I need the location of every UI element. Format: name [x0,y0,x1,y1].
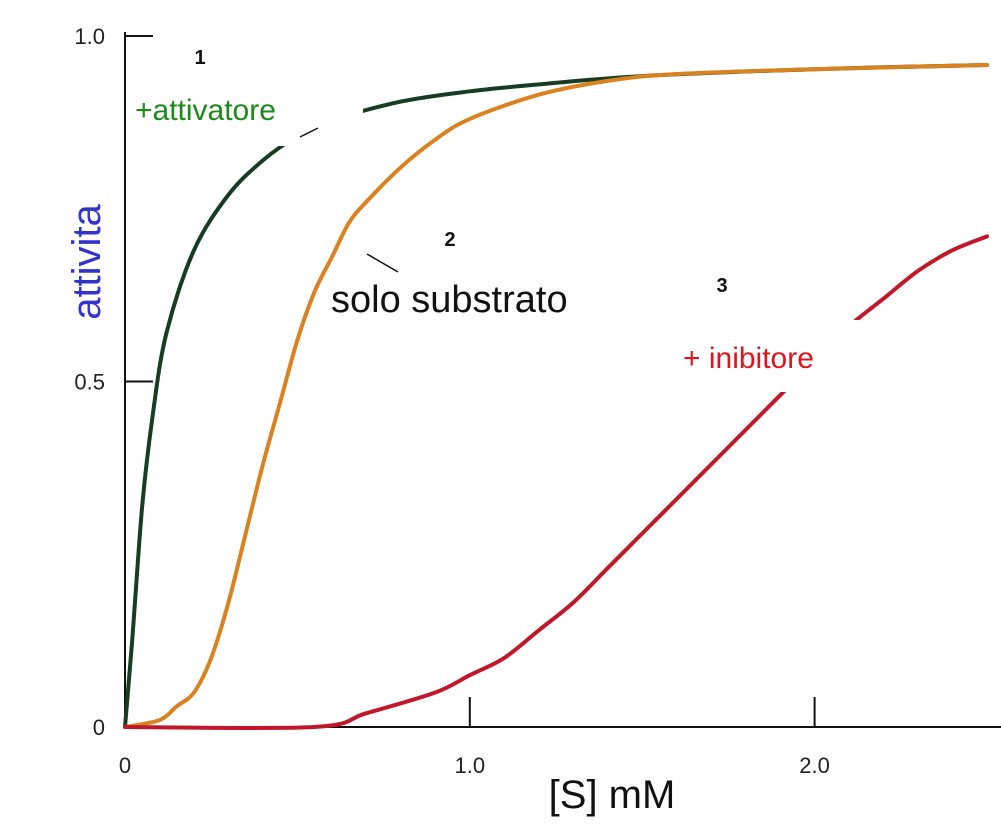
y-tick-label: 0.5 [74,370,105,395]
curves [123,63,989,731]
x-tick-label: 0 [119,753,131,778]
annotation-pointer [299,127,319,138]
ticks: 0 0.5 1.0 0 1.0 2.0 [74,24,829,778]
annotation-background [651,320,906,392]
x-tick-label: 2.0 [799,753,830,778]
series-2-annotation: solo substrato [331,279,568,321]
series-1-line [123,63,989,729]
annotations: 1 +attivatore 2 solo substrato 3 + inibitore [131,47,906,392]
annotation-pointer [366,253,399,273]
series-2-line [123,63,989,729]
series-3-line [123,234,989,731]
x-axis-label: [S] mM [549,773,676,817]
series-1-number: 1 [194,47,205,69]
series-3-number: 3 [716,275,727,297]
y-tick-label: 1.0 [74,24,105,49]
series-3-annotation: + inibitore [683,342,814,375]
y-tick-label: 0 [93,715,105,740]
series-1-annotation: +attivatore [135,94,276,127]
series-2-number: 2 [444,229,455,251]
y-axis-label: attivita [65,203,109,319]
x-tick-label: 1.0 [455,753,486,778]
annotation-background [131,88,363,146]
